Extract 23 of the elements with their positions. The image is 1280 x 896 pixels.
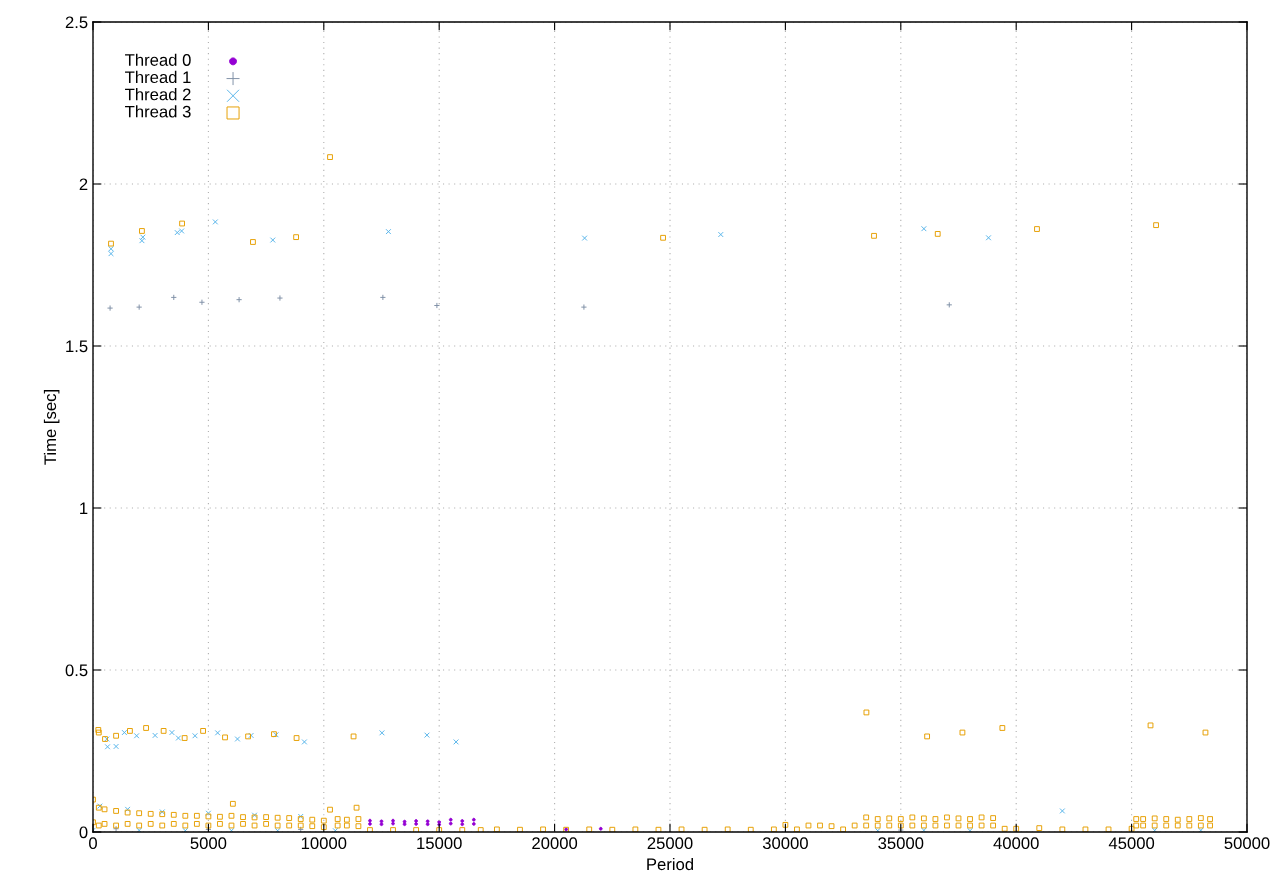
legend-label: Thread 0 — [125, 53, 191, 66]
x-tick-label: 35000 — [878, 837, 924, 850]
y-tick-label: 1.5 — [66, 340, 88, 353]
x-tick-label: 15000 — [417, 837, 462, 850]
x-tick-label: 0 — [89, 837, 97, 850]
x-tick-label: 5000 — [190, 837, 227, 850]
y-tick-label: 0.5 — [65, 664, 88, 677]
x-tick-label: 20000 — [532, 837, 578, 850]
y-tick-label: 2.5 — [65, 16, 88, 29]
y-axis-title: Time [sec] — [43, 390, 60, 465]
x-tick-label: 40000 — [993, 837, 1039, 850]
legend-label: Thread 3 — [125, 105, 191, 118]
legend-label: Thread 2 — [125, 88, 191, 101]
x-tick-label: 10000 — [301, 837, 347, 850]
y-tick-label: 1 — [80, 502, 88, 515]
legend-label: Thread 1 — [125, 70, 191, 84]
y-tick-label: 2 — [79, 178, 88, 191]
x-axis-title: Period — [647, 857, 694, 871]
x-tick-label: 25000 — [647, 837, 693, 850]
x-tick-label: 50000 — [1224, 837, 1270, 850]
x-tick-label: 30000 — [762, 837, 808, 850]
x-tick-label: 45000 — [1108, 837, 1155, 850]
y-tick-label: 0 — [79, 826, 88, 839]
